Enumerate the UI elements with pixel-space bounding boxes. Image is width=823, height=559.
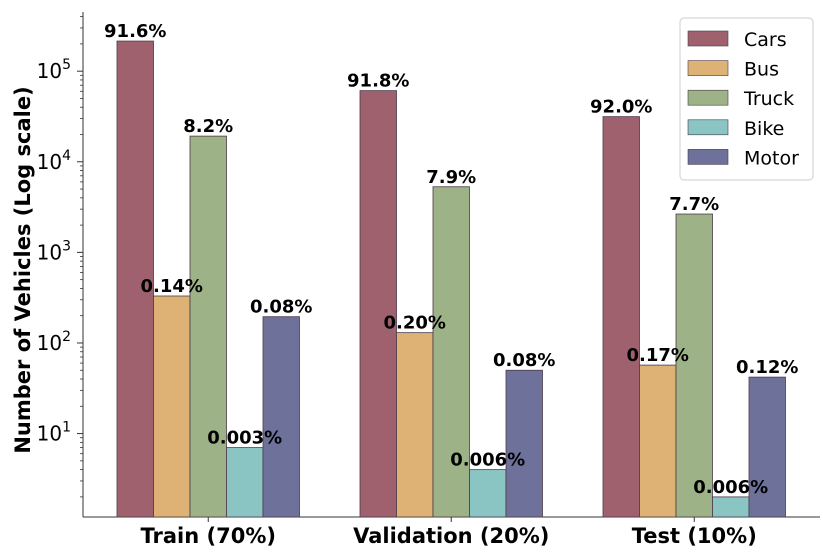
legend-swatch-cars (687, 30, 729, 47)
legend-label-motor: Motor (744, 147, 799, 169)
y-tick-label: 102 (37, 329, 71, 355)
bar-label: 0.08% (493, 350, 555, 371)
legend-box (679, 17, 814, 181)
bar-label: 0.14% (141, 276, 203, 297)
bar-label: 7.9% (426, 167, 476, 188)
legend-swatch-motor (687, 149, 729, 165)
bar-label: 91.8% (347, 71, 409, 92)
y-axis-label: Number of Vehicles (Log scale) (11, 86, 35, 453)
legend-label-bike: Bike (744, 118, 784, 140)
bar-labels: 91.6% 0.14% 8.2% 0.003% 0.08% 91.8% 0.20% 7.9% 0… (104, 21, 798, 498)
bar-bus-0 (153, 295, 191, 518)
legend-label-cars: Cars (744, 29, 787, 51)
y-tick-label: 101 (37, 420, 71, 446)
bar-truck-0 (189, 135, 227, 518)
bar-cars-1 (359, 90, 397, 518)
legend-swatch-bus (687, 60, 729, 76)
y-tick-label: 105 (37, 57, 71, 83)
bar-cars-2 (602, 116, 640, 518)
bar-label: 0.006% (693, 477, 768, 498)
bar-truck-2 (675, 213, 713, 518)
bar-label: 0.003% (207, 428, 282, 449)
legend-label-truck: Truck (743, 88, 794, 110)
legend-swatch-truck (687, 89, 729, 106)
bar-bike-2 (712, 496, 750, 518)
legend-label-bus: Bus (744, 59, 779, 81)
legend-swatch-bike (687, 119, 729, 136)
bar-label: 92.0% (590, 97, 652, 118)
bar-label: 0.08% (250, 297, 312, 318)
y-tick-label: 103 (37, 238, 71, 264)
bar-bus-1 (396, 332, 434, 518)
bar-label: 0.17% (627, 345, 689, 366)
bars (116, 40, 786, 518)
bar-bus-2 (639, 364, 677, 518)
x-categories: Train (70%) Validation (20%) Test (10%) (141, 517, 757, 548)
y-tick-label: 104 (37, 148, 71, 174)
bar-label: 8.2% (183, 116, 233, 137)
x-category-label: Validation (20%) (353, 524, 549, 548)
bar-label: 0.006% (450, 450, 525, 471)
x-category-label: Test (10%) (632, 524, 757, 548)
bar-motor-2 (748, 376, 786, 518)
legend: Cars Bus Truck Bike Motor (679, 17, 814, 181)
bar-label: 0.20% (384, 313, 446, 334)
bar-label: 91.6% (104, 21, 166, 42)
bar-label: 7.7% (669, 194, 719, 215)
bar-cars-0 (116, 40, 154, 518)
bar-bike-1 (469, 469, 507, 518)
bar-motor-1 (505, 369, 543, 518)
y-ticks: 101 102 103 104 105 (37, 16, 83, 498)
bar-bike-0 (226, 447, 264, 518)
bar-motor-0 (262, 316, 300, 518)
bar-label: 0.12% (736, 357, 798, 378)
x-category-label: Train (70%) (141, 524, 276, 548)
